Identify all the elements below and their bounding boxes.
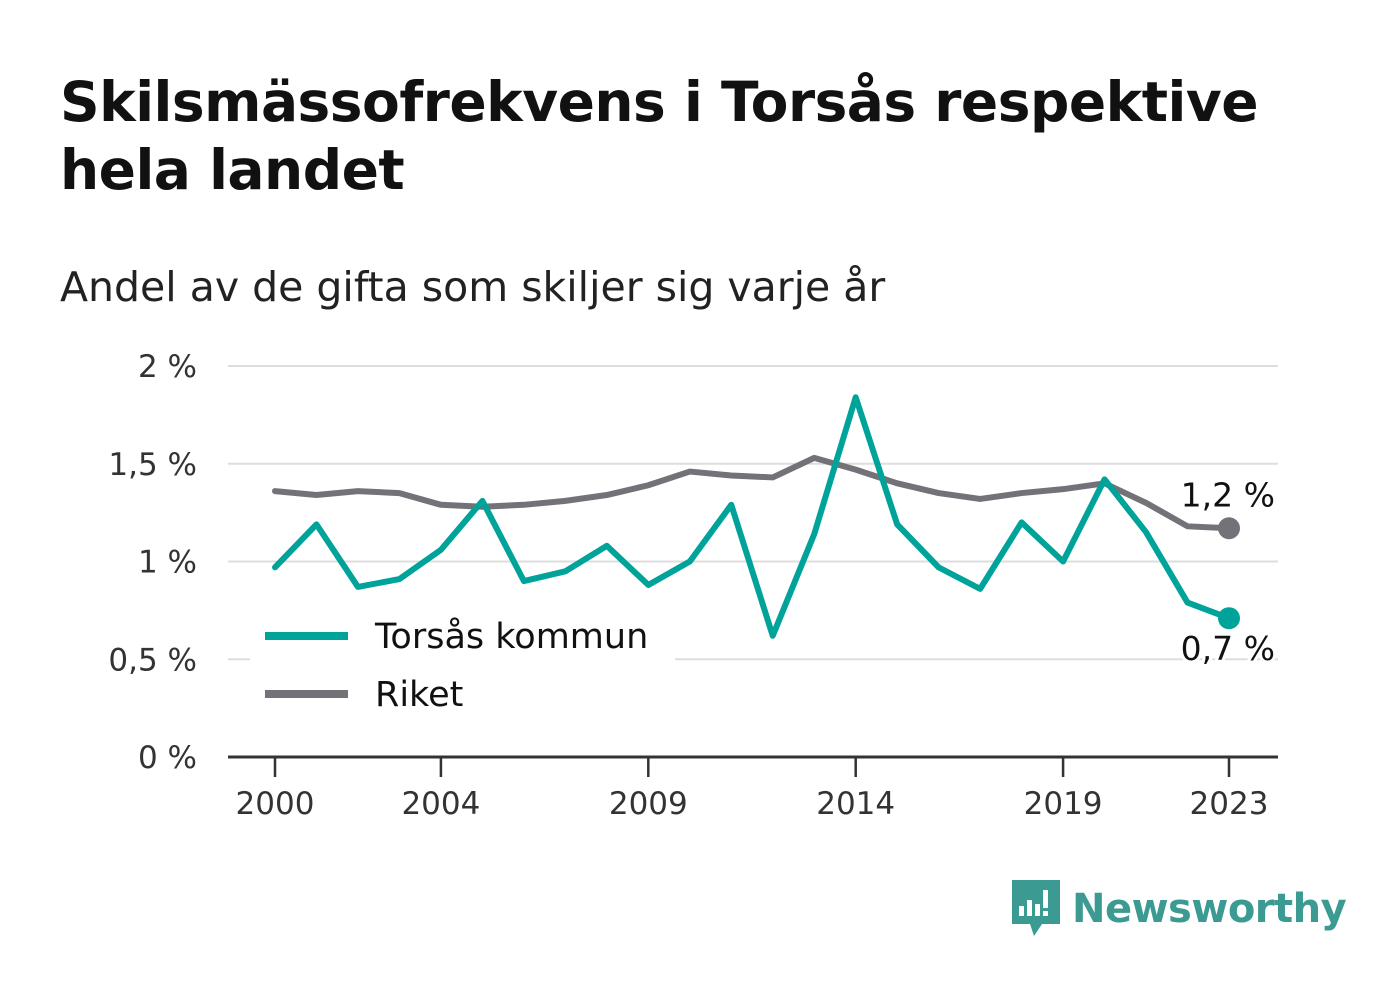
series-end-point	[1218, 607, 1240, 630]
x-tick-label: 2019	[1024, 786, 1103, 822]
chart-title: Skilsmässofrekvens i Torsås respektive h…	[60, 70, 1259, 202]
y-tick-label: 1,5 %	[108, 447, 197, 483]
legend-background	[250, 605, 675, 725]
y-axis-ticks: 0 % 0,5 % 1 % 1,5 % 2 %	[108, 349, 197, 776]
x-tick-label: 2009	[609, 786, 688, 822]
brand-name: Newsworthy	[1072, 886, 1347, 932]
y-tick-label: 0,5 %	[108, 642, 197, 678]
series-line	[272, 454, 1232, 532]
end-labels: 0,7 % 1,2 %	[1178, 472, 1278, 671]
y-tick-label: 2 %	[138, 349, 197, 385]
newsworthy-logo: Newsworthy	[1010, 878, 1347, 940]
chart-subtitle: Andel av de gifta som skiljer sig varje …	[60, 263, 886, 311]
legend-label: Torsås kommun	[374, 616, 648, 657]
x-tick-label: 2014	[816, 786, 895, 822]
series-end-label: 1,2 %	[1181, 475, 1275, 514]
x-tick-label: 2023	[1190, 786, 1269, 822]
newsworthy-logo-icon	[1012, 880, 1060, 936]
series-line	[272, 394, 1232, 639]
series-end-point	[1218, 517, 1240, 540]
legend-label: Riket	[375, 675, 463, 715]
legend: Torsås kommun Riket	[250, 605, 675, 725]
series	[272, 394, 1240, 639]
y-tick-label: 0 %	[138, 740, 197, 776]
x-tick-label: 2000	[236, 786, 315, 822]
series-end-label: 0,7 %	[1181, 629, 1275, 668]
x-tick-label: 2004	[401, 786, 480, 822]
x-axis-ticks: 2000 2004 2009 2014 2019 2023	[236, 757, 1269, 822]
y-tick-label: 1 %	[138, 545, 197, 581]
